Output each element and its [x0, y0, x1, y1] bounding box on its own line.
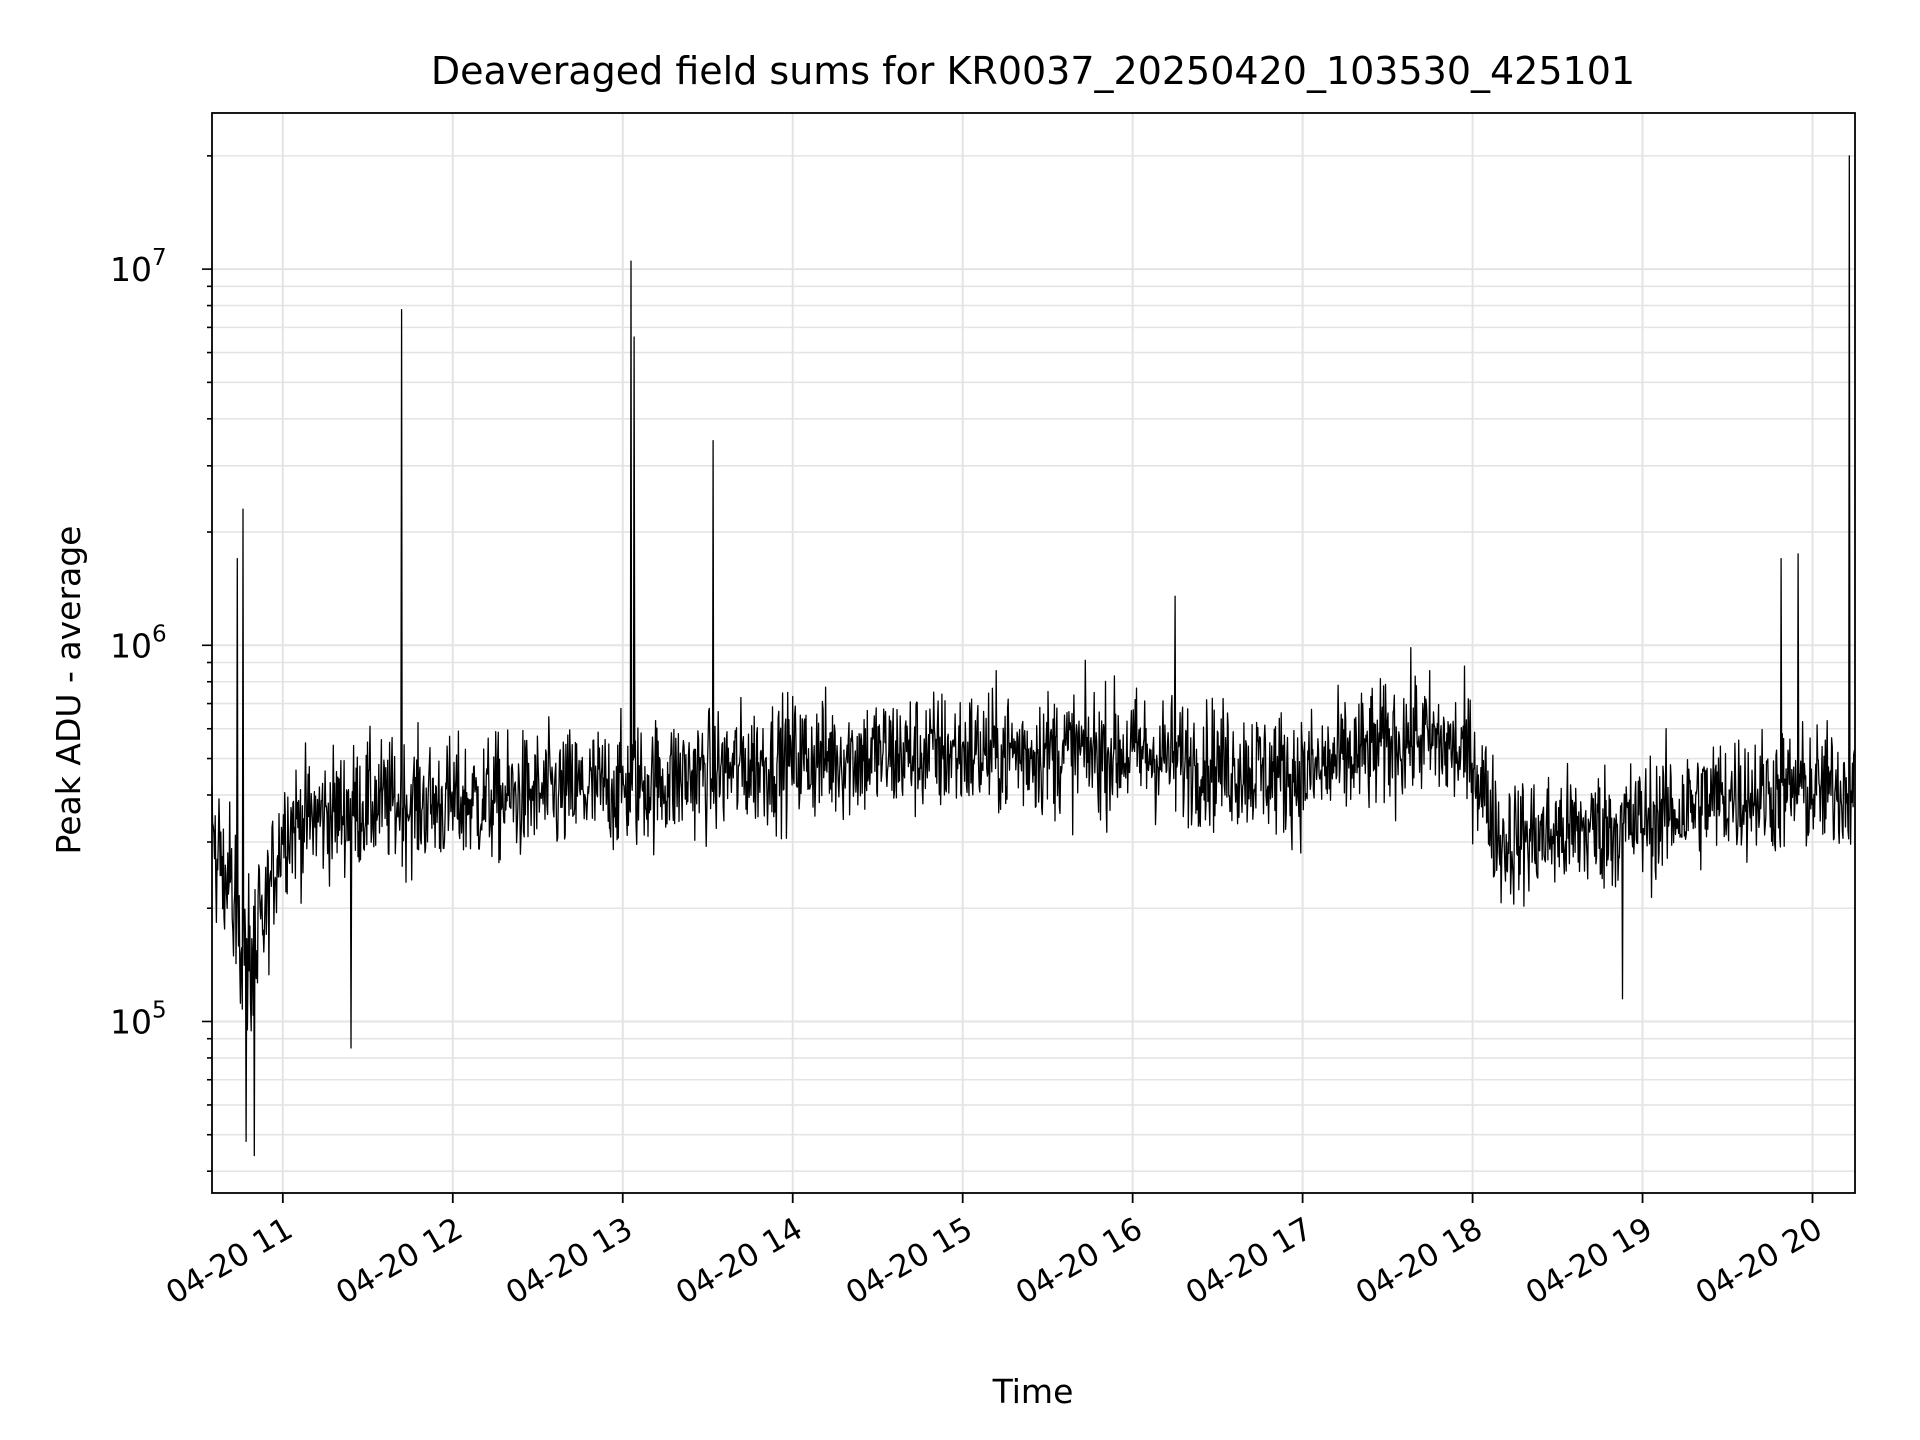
- series-line: [211, 155, 1856, 1157]
- x-axis-label: Time: [992, 1372, 1074, 1411]
- series-layer: [211, 155, 1856, 1157]
- chart-title: Deaveraged field sums for KR0037_2025042…: [431, 49, 1635, 93]
- plot-area-frame: [211, 112, 1856, 1194]
- y-axis-label: Peak ADU - average: [49, 526, 88, 855]
- y-tick-label: 105: [110, 997, 167, 1041]
- y-axis-ticks: 105 106 107: [110, 155, 212, 1172]
- y-tick-label: 107: [110, 245, 167, 289]
- y-tick-label: 106: [110, 621, 167, 665]
